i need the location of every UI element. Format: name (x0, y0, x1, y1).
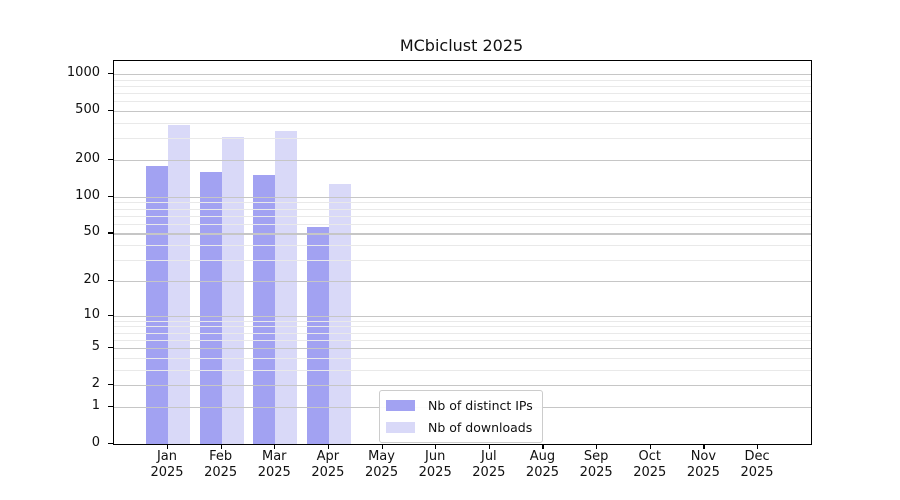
y-tick-label: 200 (75, 150, 100, 166)
legend-swatch-downloads (386, 421, 415, 433)
x-tick-mark (327, 444, 330, 449)
x-tick-label: Dec 2025 (740, 449, 774, 480)
gridline-major (114, 315, 811, 317)
y-tick-label: 100 (75, 187, 100, 203)
gridline-minor (114, 93, 811, 95)
x-tick-label: Apr 2025 (311, 449, 345, 480)
y-tick-mark (108, 347, 113, 349)
x-tick-label: Sep 2025 (579, 449, 613, 480)
bar-downloads (168, 124, 190, 444)
x-tick-mark (381, 444, 383, 449)
y-tick-label: 500 (75, 102, 100, 118)
x-tick-mark (220, 444, 222, 449)
legend: Nb of distinct IPs Nb of downloads (379, 390, 543, 443)
x-tick-label: Mar 2025 (257, 449, 291, 480)
y-tick-mark (108, 279, 113, 282)
y-tick-label: 2 (91, 376, 100, 392)
gridline-minor (114, 138, 811, 140)
gridline-minor (114, 202, 811, 204)
x-tick-mark (488, 444, 491, 449)
gridline-minor (114, 357, 811, 359)
gridline-minor (114, 101, 811, 103)
y-tick-mark (108, 232, 113, 234)
gridline-major (114, 385, 811, 387)
x-tick-label: Jun 2025 (418, 449, 452, 480)
gridline-minor (114, 223, 811, 225)
chart-title: MCbiclust 2025 (399, 36, 524, 55)
x-tick-mark (167, 444, 169, 449)
y-tick-label: 1000 (66, 65, 100, 80)
gridline-minor (114, 85, 811, 87)
legend-item-distinct-ips: Nb of distinct IPs (386, 396, 533, 414)
legend-label-distinct-ips: Nb of distinct IPs (428, 397, 533, 413)
x-tick-mark (435, 444, 437, 449)
gridline-minor (114, 122, 811, 124)
grid-layer (114, 61, 811, 444)
x-tick-mark (649, 444, 651, 449)
gridline-minor (114, 215, 811, 217)
y-tick-mark (108, 110, 113, 112)
bars-layer (114, 61, 811, 444)
x-tick-label: Jul 2025 (472, 449, 506, 480)
gridline-major (114, 159, 811, 162)
x-tick-mark (596, 444, 598, 449)
bar-distinct-ips (146, 166, 168, 444)
legend-item-downloads: Nb of downloads (386, 418, 533, 436)
gridline-major (114, 348, 811, 350)
x-tick-mark (757, 444, 759, 449)
y-tick-label: 50 (83, 224, 100, 240)
y-tick-mark (108, 384, 113, 386)
x-tick-mark (542, 444, 544, 449)
x-tick-label: Aug 2025 (525, 449, 560, 480)
legend-label-downloads: Nb of downloads (428, 419, 533, 435)
x-tick-label: Nov 2025 (686, 449, 720, 480)
bar-distinct-ips (253, 174, 276, 444)
gridline-minor (114, 339, 811, 341)
gridline-minor (114, 79, 811, 81)
x-tick-label: May 2025 (365, 449, 399, 480)
y-tick-mark (108, 314, 113, 316)
x-tick-label: Feb 2025 (204, 449, 238, 480)
gridline-minor (114, 208, 811, 210)
gridline-major (114, 280, 811, 283)
y-tick-mark (108, 195, 113, 198)
gridline-minor (114, 332, 811, 334)
y-tick-label: 5 (91, 339, 100, 355)
gridline-minor (114, 369, 811, 371)
gridline-minor (114, 320, 811, 322)
gridline-minor (114, 326, 811, 328)
y-tick-label: 1 (91, 397, 100, 413)
gridline-minor (114, 260, 811, 262)
bar-downloads (221, 137, 244, 444)
y-tick-mark (108, 73, 113, 75)
gridline-major (114, 196, 811, 199)
y-tick-mark (108, 405, 113, 408)
bar-distinct-ips (199, 171, 222, 444)
gridline-major (114, 233, 811, 235)
y-tick-label: 20 (83, 271, 100, 287)
gridline-major (114, 74, 811, 76)
bar-downloads (328, 184, 351, 444)
y-tick-mark (108, 443, 113, 445)
x-tick-label: Jan 2025 (150, 449, 184, 480)
y-tick-label: 0 (91, 435, 100, 450)
gridline-minor (114, 245, 811, 247)
y-tick-mark (108, 158, 113, 161)
x-tick-mark (274, 444, 276, 449)
gridline-major (114, 111, 811, 113)
x-tick-mark (703, 444, 705, 449)
x-tick-label: Oct 2025 (633, 449, 667, 480)
legend-swatch-distinct-ips (386, 399, 415, 411)
y-tick-label: 10 (83, 306, 100, 322)
plot-area: Nb of distinct IPs Nb of downloads (113, 60, 812, 445)
